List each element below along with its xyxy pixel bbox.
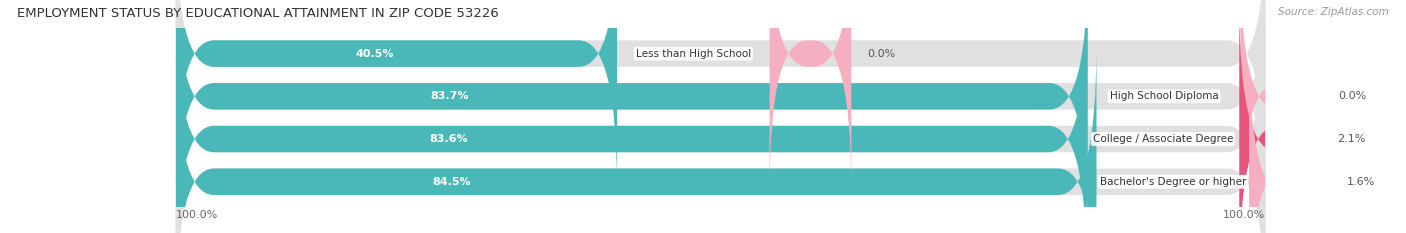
Text: 0.0%: 0.0%	[868, 49, 896, 58]
FancyBboxPatch shape	[176, 3, 1265, 233]
FancyBboxPatch shape	[176, 0, 1265, 233]
Text: College / Associate Degree: College / Associate Degree	[1092, 134, 1233, 144]
FancyBboxPatch shape	[176, 0, 1265, 190]
Text: Less than High School: Less than High School	[636, 49, 751, 58]
FancyBboxPatch shape	[1240, 0, 1322, 233]
Text: 83.6%: 83.6%	[430, 134, 468, 144]
FancyBboxPatch shape	[176, 45, 1097, 233]
Text: Source: ZipAtlas.com: Source: ZipAtlas.com	[1278, 7, 1389, 17]
FancyBboxPatch shape	[176, 0, 1088, 233]
Text: EMPLOYMENT STATUS BY EDUCATIONAL ATTAINMENT IN ZIP CODE 53226: EMPLOYMENT STATUS BY EDUCATIONAL ATTAINM…	[17, 7, 499, 20]
Text: 100.0%: 100.0%	[176, 209, 218, 219]
Text: 2.1%: 2.1%	[1337, 134, 1365, 144]
FancyBboxPatch shape	[176, 0, 617, 190]
Text: 83.7%: 83.7%	[430, 91, 468, 101]
Text: 40.5%: 40.5%	[356, 49, 394, 58]
Text: High School Diploma: High School Diploma	[1109, 91, 1219, 101]
Text: 1.6%: 1.6%	[1347, 177, 1375, 187]
Text: 84.5%: 84.5%	[433, 177, 471, 187]
Text: 100.0%: 100.0%	[1223, 209, 1265, 219]
FancyBboxPatch shape	[176, 3, 1087, 233]
Text: Bachelor's Degree or higher: Bachelor's Degree or higher	[1099, 177, 1246, 187]
Text: 0.0%: 0.0%	[1339, 91, 1367, 101]
FancyBboxPatch shape	[769, 0, 852, 190]
FancyBboxPatch shape	[1249, 45, 1331, 233]
FancyBboxPatch shape	[1239, 3, 1322, 233]
FancyBboxPatch shape	[176, 45, 1265, 233]
